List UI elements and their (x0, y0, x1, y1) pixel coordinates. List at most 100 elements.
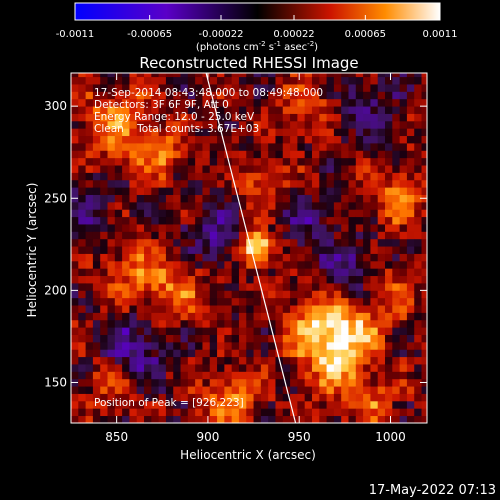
heatmap-cell (224, 386, 233, 394)
heatmap-cell (129, 408, 138, 417)
heatmap-cell (209, 73, 218, 78)
heatmap-cell (297, 275, 306, 284)
heatmap-cell (341, 194, 349, 203)
heatmap-cell (282, 187, 291, 195)
heatmap-cell (129, 238, 138, 247)
heatmap-cell (282, 408, 291, 417)
x-axis-label: Heliocentric X (arcsec) (180, 448, 316, 462)
heatmap-cell (399, 290, 408, 299)
heatmap-cell (246, 400, 254, 409)
heatmap-cell (370, 172, 379, 181)
heatmap-cell (165, 246, 174, 254)
heatmap-cell (224, 231, 233, 240)
heatmap-cell (231, 319, 240, 328)
heatmap-cell (421, 150, 427, 159)
heatmap-cell (348, 319, 357, 328)
heatmap-cell (326, 224, 335, 232)
heatmap-cell (297, 305, 306, 313)
heatmap-cell (107, 91, 116, 100)
heatmap-cell (158, 143, 167, 151)
heatmap-cell (144, 128, 152, 137)
heatmap-cell (122, 120, 130, 129)
heatmap-cell (355, 334, 364, 343)
heatmap-cell (151, 201, 160, 210)
heatmap-cell (260, 364, 269, 372)
heatmap-cell (195, 113, 203, 122)
heatmap-cell (231, 349, 240, 358)
heatmap-cell (100, 319, 108, 328)
heatmap-cell (100, 356, 108, 365)
heatmap-cell (341, 106, 349, 114)
heatmap-cell (377, 209, 386, 218)
heatmap-cell (158, 172, 167, 181)
heatmap-cell (173, 386, 181, 394)
heatmap-cell (377, 165, 386, 173)
heatmap-cell (414, 378, 422, 387)
heatmap-cell (370, 297, 379, 306)
heatmap-cell (348, 73, 357, 78)
heatmap-cell (224, 305, 233, 313)
heatmap-cell (238, 209, 247, 218)
heatmap-cell (399, 113, 408, 122)
heatmap-cell (363, 128, 371, 137)
heatmap-cell (370, 113, 379, 122)
heatmap-cell (231, 290, 240, 299)
heatmap-cell (165, 408, 174, 417)
heatmap-cell (253, 179, 262, 188)
heatmap-cell (290, 319, 298, 328)
heatmap-cell (304, 98, 313, 107)
heatmap-cell (421, 179, 427, 188)
heatmap-cell (122, 98, 130, 107)
heatmap-cell (195, 312, 203, 321)
heatmap-cell (180, 238, 189, 247)
heatmap-cell (268, 371, 276, 380)
heatmap-cell (187, 209, 196, 218)
heatmap-cell (355, 400, 364, 409)
heatmap-cell (107, 135, 116, 144)
heatmap-cell (100, 386, 108, 394)
heatmap-cell (414, 179, 422, 188)
heatmap-cell (282, 393, 291, 402)
heatmap-cell (78, 231, 86, 240)
heatmap-cell (377, 408, 386, 417)
heatmap-cell (268, 179, 276, 188)
heatmap-cell (319, 415, 327, 423)
heatmap-cell (268, 113, 276, 122)
heatmap-cell (158, 378, 167, 387)
heatmap-cell (71, 106, 79, 114)
heatmap-cell (363, 201, 371, 210)
heatmap-cell (319, 408, 327, 417)
colorbar-tick-label: -0.00065 (127, 29, 172, 40)
heatmap-cell (377, 143, 386, 151)
heatmap-cell (370, 231, 379, 240)
heatmap-cell (144, 143, 152, 151)
heatmap-cell (290, 128, 298, 137)
heatmap-cell (151, 275, 160, 284)
heatmap-cell (275, 305, 284, 313)
heatmap-cell (319, 275, 327, 284)
heatmap-cell (311, 157, 320, 166)
heatmap-cell (370, 312, 379, 321)
heatmap-cell (122, 106, 130, 114)
heatmap-cell (421, 386, 427, 394)
heatmap-cell (151, 260, 160, 269)
heatmap-cell (158, 135, 167, 144)
heatmap-cell (414, 194, 422, 203)
heatmap-cell (355, 408, 364, 417)
heatmap-cell (224, 128, 233, 137)
heatmap-cell (173, 408, 181, 417)
heatmap-cell (282, 135, 291, 144)
heatmap-cell (260, 400, 269, 409)
heatmap-cell (341, 356, 349, 365)
heatmap-cell (129, 371, 138, 380)
heatmap-cell (180, 246, 189, 254)
heatmap-cell (355, 106, 364, 114)
heatmap-cell (370, 128, 379, 137)
heatmap-cell (341, 364, 349, 372)
heatmap-cell (202, 165, 211, 173)
heatmap-cell (202, 319, 211, 328)
heatmap-cell (217, 172, 225, 181)
heatmap-cell (224, 260, 233, 269)
heatmap-cell (297, 364, 306, 372)
